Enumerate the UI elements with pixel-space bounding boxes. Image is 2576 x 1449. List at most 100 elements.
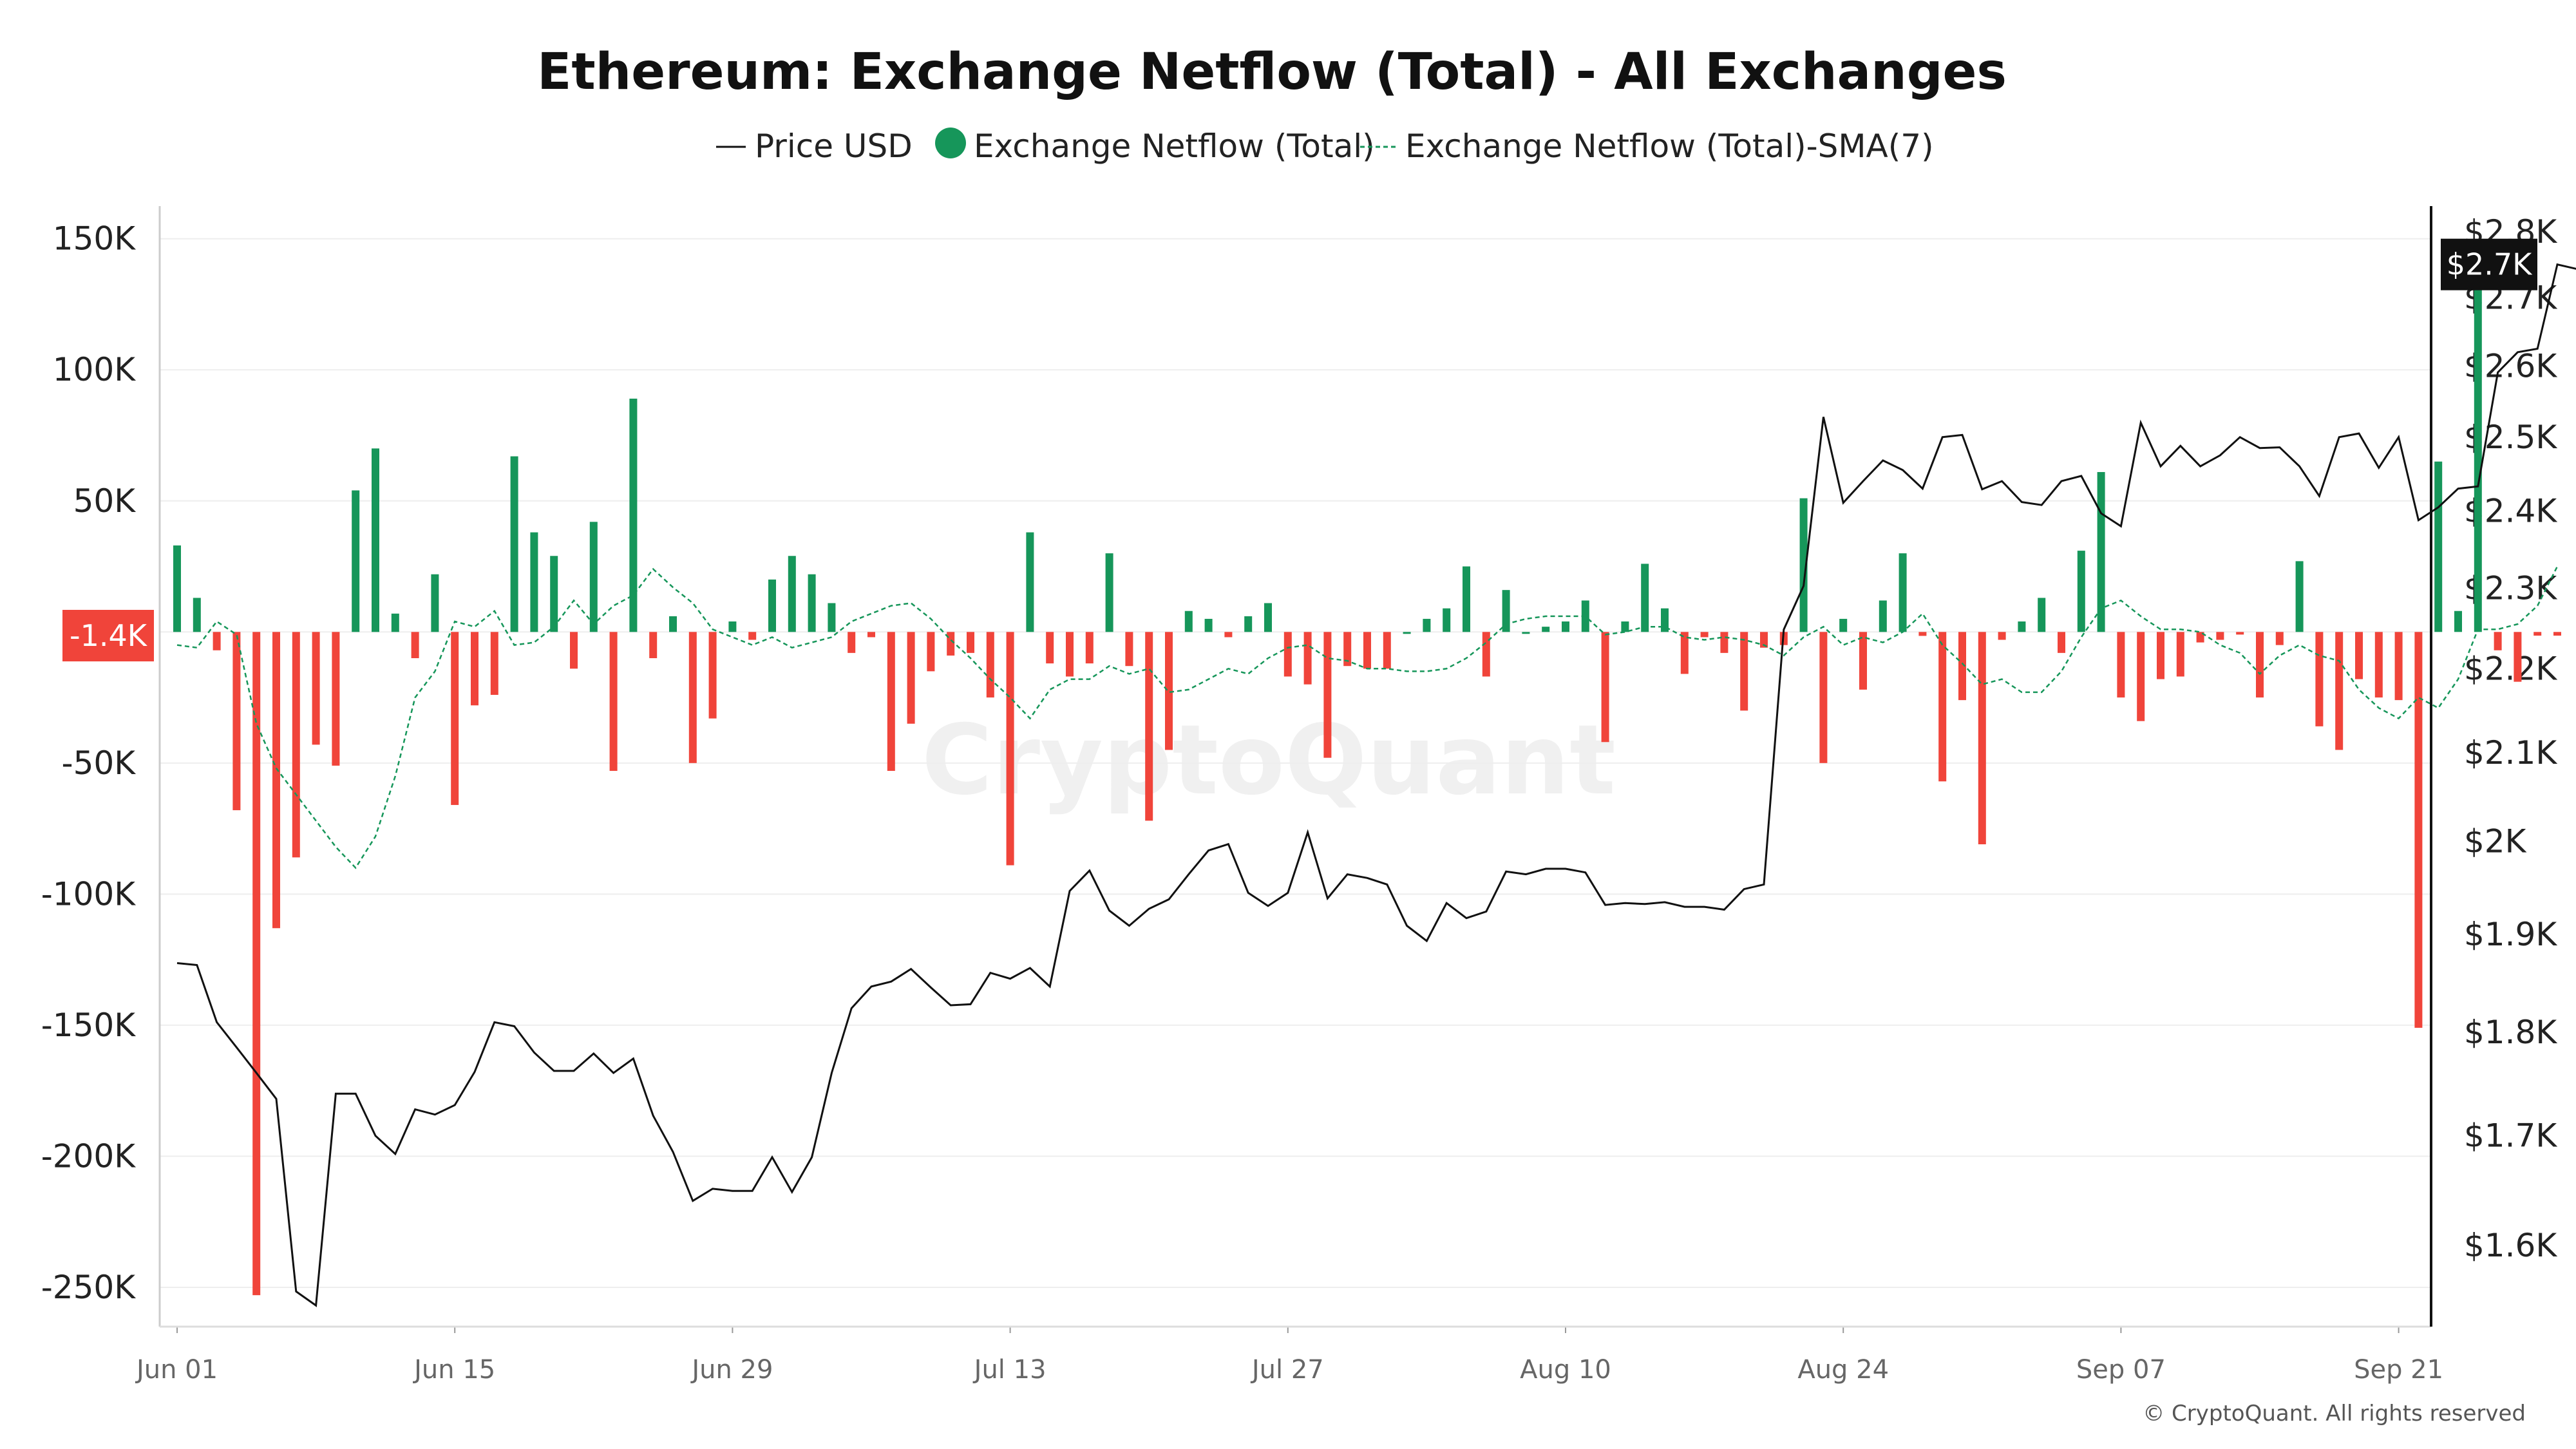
netflow-bar <box>1799 498 1808 632</box>
netflow-bar <box>1680 632 1689 674</box>
legend-sma-label[interactable]: Exchange Netflow (Total)-SMA(7) <box>1405 128 1934 165</box>
legend-netflow-label[interactable]: Exchange Netflow (Total) <box>974 128 1375 165</box>
netflow-bar <box>1938 632 1947 782</box>
watermark: CryptoQuant <box>922 705 1616 817</box>
netflow-bar <box>629 399 638 632</box>
netflow-bar <box>213 632 221 650</box>
left-tick-label: -200K <box>41 1137 136 1175</box>
netflow-bar <box>1204 618 1213 632</box>
netflow-bar <box>2355 632 2363 679</box>
netflow-bar <box>1978 632 1986 845</box>
netflow-bar <box>2474 270 2482 632</box>
netflow-bar <box>431 574 439 632</box>
x-tick-label: Aug 24 <box>1797 1355 1889 1385</box>
copyright-notice: © CryptoQuant. All rights reserved <box>2143 1401 2526 1426</box>
netflow-bar <box>1899 553 1907 632</box>
netflow-bar <box>788 556 796 632</box>
netflow-bar <box>1423 618 1431 632</box>
x-tick-label: Jun 01 <box>135 1355 218 1385</box>
netflow-bar <box>312 632 320 745</box>
netflow-bar <box>589 522 598 632</box>
legend-price-label[interactable]: Price USD <box>755 128 913 165</box>
netflow-bar <box>2097 471 2105 632</box>
netflow-bar <box>570 632 578 669</box>
left-tick-label: -100K <box>41 875 136 913</box>
netflow-bar <box>252 632 261 1296</box>
netflow-bar <box>2196 632 2204 643</box>
netflow-bar <box>708 632 717 719</box>
netflow-bar <box>1601 632 1609 743</box>
last-price-value: $2.7K <box>2447 247 2533 282</box>
netflow-bar <box>1542 627 1550 632</box>
netflow-bar <box>1383 632 1391 669</box>
netflow-bar <box>2176 632 2184 677</box>
x-tick-label: Jul 13 <box>972 1355 1046 1385</box>
netflow-bar <box>1046 632 1054 664</box>
netflow-bar <box>1700 632 1709 638</box>
netflow-bar <box>272 632 280 929</box>
netflow-bar <box>1463 566 1470 632</box>
left-axis-ticks: 150K 100K 50K -50K -100K -150K -200K -250K <box>41 220 136 1306</box>
netflow-bar <box>2157 632 2164 679</box>
netflow-bar <box>609 632 618 772</box>
left-tick-label: -50K <box>62 744 137 782</box>
netflow-bar <box>1085 632 1094 664</box>
netflow-bar <box>967 632 974 653</box>
netflow-bar <box>2216 632 2224 640</box>
right-tick-label: $1.6K <box>2464 1227 2557 1264</box>
netflow-bar <box>332 632 340 766</box>
netflow-bar <box>1125 632 1133 667</box>
netflow-bar <box>947 632 955 656</box>
netflow-bar <box>2414 632 2423 1028</box>
netflow-bar <box>649 632 658 658</box>
netflow-bar <box>1720 632 1728 653</box>
netflow-bar <box>1819 632 1828 763</box>
netflow-bar <box>1303 632 1312 685</box>
left-tick-label: 50K <box>73 482 137 520</box>
netflow-bar <box>887 632 895 772</box>
netflow-bar <box>1363 632 1371 669</box>
netflow-bar <box>1403 632 1411 634</box>
x-tick-label: Jun 15 <box>412 1355 495 1385</box>
sma-line <box>176 565 2559 869</box>
netflow-bar <box>2256 632 2264 698</box>
netflow-bar <box>173 545 181 632</box>
last-netflow-value: -1.4K <box>70 618 148 653</box>
netflow-bar <box>1621 621 1629 632</box>
netflow-bar <box>193 598 201 632</box>
netflow-bar <box>530 532 538 632</box>
left-tick-label: 150K <box>53 220 136 258</box>
netflow-bar <box>2454 611 2462 632</box>
netflow-bar <box>1283 632 1292 677</box>
netflow-bar <box>1958 632 1966 701</box>
netflow-bar <box>451 632 459 805</box>
netflow-bar <box>2038 598 2046 632</box>
netflow-bar <box>1244 616 1253 632</box>
netflow-bar <box>510 456 518 632</box>
netflow-bar <box>808 574 816 632</box>
netflow-bar <box>2434 461 2443 632</box>
netflow-bar <box>1918 632 1927 636</box>
right-tick-label: $1.7K <box>2464 1117 2557 1155</box>
netflow-bar <box>1740 632 1748 711</box>
netflow-bar <box>1641 564 1649 632</box>
netflow-bar <box>1184 611 1193 632</box>
netflow-bar <box>986 632 994 698</box>
netflow-bar <box>2077 551 2085 632</box>
netflow-bar <box>2117 632 2125 698</box>
netflow-bar <box>232 632 241 811</box>
netflow-bar <box>688 632 697 763</box>
x-tick-label: Jul 27 <box>1250 1355 1324 1385</box>
netflow-bar <box>1145 632 1153 821</box>
netflow-bar <box>391 613 399 632</box>
netflow-bar <box>1482 632 1490 677</box>
netflow-bar <box>1839 618 1848 632</box>
netflow-bar <box>1998 632 2006 640</box>
last-netflow-badge: -1.4K <box>62 609 154 661</box>
netflow-bar <box>1562 621 1569 632</box>
netflow-bar <box>550 556 558 632</box>
netflow-bar <box>2514 632 2522 682</box>
netflow-bar <box>1343 632 1352 667</box>
netflow-bar <box>1105 553 1113 632</box>
